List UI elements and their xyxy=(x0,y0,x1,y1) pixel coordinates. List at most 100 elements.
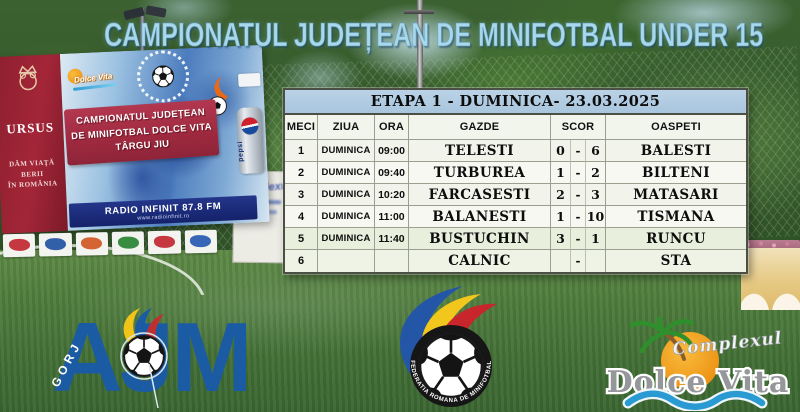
sponsor-board xyxy=(111,231,145,255)
col-header-scor: SCOR xyxy=(551,115,606,140)
cell-score-sep: - xyxy=(571,184,586,206)
pepsi-globe-icon xyxy=(241,117,259,135)
cell-ora: 09:40 xyxy=(375,162,409,184)
cell-oaspeti: RUNCU xyxy=(606,228,746,250)
cell-ziua: DUMINICA xyxy=(318,140,375,162)
cell-score-away: 1 xyxy=(586,228,606,250)
ursus-wordmark: URSUS xyxy=(6,119,55,137)
wave-icon xyxy=(624,390,766,410)
table-stage-header: ETAPA 1 - DUMINICA- 23.03.2025 xyxy=(285,90,746,115)
ursus-panel: URSUS DĂM VIAȚĂ BERII ÎN ROMÂNIA xyxy=(0,54,68,234)
sponsor-board-strip xyxy=(0,229,220,258)
sun-icon xyxy=(661,332,719,390)
cell-oaspeti: STA xyxy=(660,253,692,269)
ursus-slogan-line: ÎN ROMÂNIA xyxy=(7,179,58,190)
sponsor-board xyxy=(148,230,181,255)
cell-ziua: DUMINICA xyxy=(318,184,375,206)
cell-gazde: FARCASESTI xyxy=(409,184,551,206)
fence-pole-crossbar xyxy=(404,10,434,14)
cell-oaspeti: TISMANA xyxy=(606,206,746,228)
cell-gazde: BALANESTI xyxy=(409,206,551,228)
dolce-vita-mini-logo: Dolce Vita xyxy=(65,63,124,95)
cell-score-away: 6 xyxy=(586,140,606,162)
pepsi-wordmark: pepsi xyxy=(236,140,245,162)
match-row: 2 DUMINICA 09:40 TURBUREA 1-2 BILTENI xyxy=(285,162,746,184)
cell-ora xyxy=(375,250,409,272)
championship-crest xyxy=(135,49,191,104)
cell-meci: 6 xyxy=(285,250,318,272)
fixture-table: ETAPA 1 - DUMINICA- 23.03.2025 MECI ZIUA… xyxy=(283,88,748,274)
cell-score-home: 1 xyxy=(551,206,571,228)
table-column-headers: MECI ZIUA ORA GAZDE SCOR OASPETI xyxy=(285,115,746,140)
cell-score-home: 2 xyxy=(551,184,571,206)
cell-score-sep: - xyxy=(571,162,586,184)
cell-oaspeti: BALESTI xyxy=(606,140,746,162)
cell-ora: 11:40 xyxy=(375,228,409,250)
cell-ora: 10:20 xyxy=(375,184,409,206)
floodlight-pole xyxy=(140,8,145,66)
ajm-line-decor xyxy=(148,363,159,409)
col-header-meci: MECI xyxy=(285,115,318,140)
cell-score-home: 0 xyxy=(551,140,571,162)
cell-oaspeti: BILTENI xyxy=(606,162,746,184)
frm-logo: FEDERATIA ROMANA DE MINIFOTBAL xyxy=(400,286,497,407)
fence-pole xyxy=(417,0,423,90)
col-header-oaspeti: OASPETI xyxy=(606,115,746,140)
sponsor-board xyxy=(75,232,109,256)
cell-meci: 3 xyxy=(285,184,318,206)
radio-sponsor-bar: RADIO INFINIT 87.8 FM www.radioinfinit.r… xyxy=(68,195,258,228)
cell-oaspeti: MATASARI xyxy=(606,184,746,206)
cell-gazde: TURBUREA xyxy=(409,162,551,184)
cell-ora: 09:00 xyxy=(375,140,409,162)
cell-score-home: 1 xyxy=(551,162,571,184)
cell-ziua xyxy=(318,250,375,272)
col-header-ziua: ZIUA xyxy=(318,115,375,140)
cell-ziua: DUMINICA xyxy=(318,206,375,228)
banner-ribbon: CAMPIONATUL JUDEȚEAN DE MINIFOTBAL DOLCE… xyxy=(63,99,220,166)
banner-main-art: Dolce Vita CAMPIONATUL JUDEȚEAN DE MINIF… xyxy=(59,44,270,231)
cell-meci: 1 xyxy=(285,140,318,162)
palm-tree-icon xyxy=(629,317,695,354)
page-title-wrap: CAMPIONATUL JUDEȚEAN DE MINIFOTBAL UNDER… xyxy=(0,16,800,54)
cell-score-away xyxy=(586,250,606,272)
cell-meci: 2 xyxy=(285,162,318,184)
col-header-ora: ORA xyxy=(375,115,409,140)
yellow-wall-arches xyxy=(741,248,800,310)
small-sponsor-logo xyxy=(238,72,261,87)
soccer-ball-icon xyxy=(152,65,175,88)
ursus-slogan-line: DĂM VIAȚĂ xyxy=(9,158,55,169)
cell-meci: 5 xyxy=(285,228,318,250)
cell-meci: 4 xyxy=(285,206,318,228)
dolce-vita-logo: Complexul Dolce Vita xyxy=(604,317,791,411)
match-rows: 1 DUMINICA 09:00 TELESTI 0-6 BALESTI 2 DUMINICA… xyxy=(285,140,746,272)
sponsor-board xyxy=(39,232,72,257)
match-row: 6 CALNIC - STA xyxy=(285,250,746,272)
cell-ora: 11:00 xyxy=(375,206,409,228)
sponsor-board xyxy=(2,233,36,258)
ajm-ball-flame xyxy=(120,308,168,380)
cell-score-home xyxy=(551,250,571,272)
cell-ziua: DUMINICA xyxy=(318,228,375,250)
radio-url: www.radioinfinit.ro xyxy=(137,212,190,222)
ribbon-line: TÂRGU JIU xyxy=(115,138,170,154)
ajm-gorj-logo: AJM GORJ xyxy=(48,302,246,410)
cell-score-sep: - xyxy=(571,206,586,228)
cell-ziua: DUMINICA xyxy=(318,162,375,184)
cell-gazde: TELESTI xyxy=(409,140,551,162)
cell-gazde: CALNIC xyxy=(409,250,551,272)
match-row: 5 DUMINICA 11:40 BUSTUCHIN 3-1 RUNCU xyxy=(285,228,746,250)
page-title: CAMPIONATUL JUDEȚEAN DE MINIFOTBAL UNDER… xyxy=(104,16,764,54)
cell-score-away: 10 xyxy=(586,206,606,228)
sponsor-banner: URSUS DĂM VIAȚĂ BERII ÎN ROMÂNIA Dolce V… xyxy=(0,44,270,234)
match-row: 4 DUMINICA 11:00 BALANESTI 1-10 TISMANA xyxy=(285,206,746,228)
pepsi-can: pepsi xyxy=(236,106,265,174)
ursus-bear-icon xyxy=(18,64,37,91)
cell-score-home: 3 xyxy=(551,228,571,250)
cell-score-sep: - xyxy=(571,250,586,272)
cell-score-away: 3 xyxy=(586,184,606,206)
match-row: 1 DUMINICA 09:00 TELESTI 0-6 BALESTI xyxy=(285,140,746,162)
cell-score-sep: - xyxy=(571,228,586,250)
match-row: 3 DUMINICA 10:20 FARCASESTI 2-3 MATASARI xyxy=(285,184,746,206)
cell-score-away: 2 xyxy=(586,162,606,184)
